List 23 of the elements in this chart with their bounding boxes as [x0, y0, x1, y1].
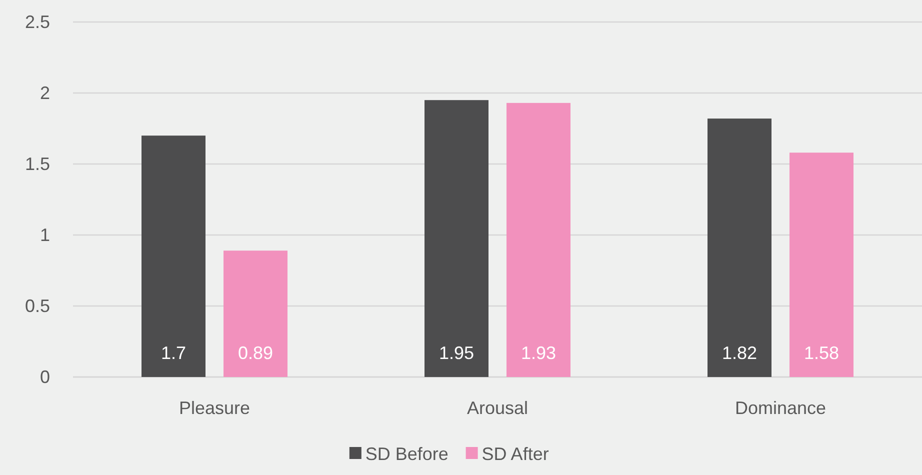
y-tick-label: 2	[40, 83, 50, 103]
data-label: 1.7	[160, 343, 186, 363]
legend-label: SD After	[482, 444, 549, 464]
bar	[790, 152, 854, 377]
y-tick-label: 1	[40, 225, 50, 245]
bar	[224, 250, 288, 377]
x-tick-label: Arousal	[466, 398, 528, 418]
data-label: 1.58	[804, 343, 840, 363]
y-tick-label: 0.5	[24, 296, 50, 316]
legend-label: SD Before	[365, 444, 448, 464]
y-tick-label: 0	[40, 367, 50, 387]
data-label: 0.89	[238, 343, 274, 363]
bar	[424, 100, 488, 377]
data-label: 1.93	[520, 343, 556, 363]
y-tick-label: 2.5	[24, 12, 50, 32]
x-tick-label: Dominance	[734, 398, 826, 418]
bar	[708, 118, 772, 377]
data-label: 1.95	[438, 343, 474, 363]
bar	[142, 136, 206, 377]
x-tick-label: Pleasure	[178, 398, 250, 418]
y-tick-label: 1.5	[24, 154, 50, 174]
data-label: 1.82	[722, 343, 758, 363]
bar	[506, 102, 570, 377]
